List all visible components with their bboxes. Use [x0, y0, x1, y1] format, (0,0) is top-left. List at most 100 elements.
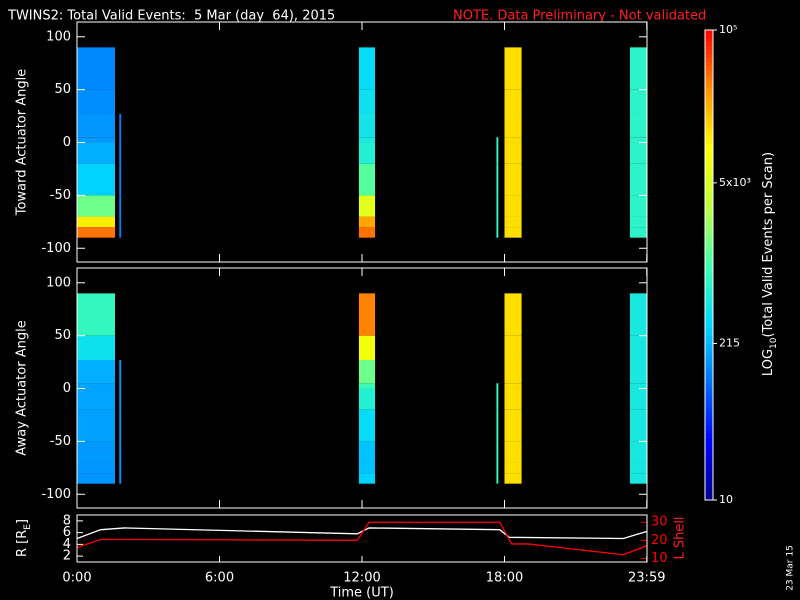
colorbar-slice — [705, 30, 713, 35]
panel-frame — [76, 21, 648, 263]
heatmap-cell — [504, 441, 522, 463]
heatmap-cell — [358, 142, 376, 164]
colorbar-slice — [705, 300, 713, 305]
heatmap-cell — [119, 137, 122, 143]
heatmap-cell — [358, 359, 376, 384]
colorbar-slice — [705, 319, 713, 325]
colorbar-slice — [705, 370, 713, 376]
colorbar-slice — [705, 147, 713, 152]
colorbar-slice — [705, 445, 713, 450]
colorbar-slice — [705, 406, 713, 411]
heatmap-cell — [629, 113, 647, 138]
y-tick-label: 6 — [63, 525, 71, 540]
colorbar-slice — [705, 312, 713, 317]
colorbar-slice — [705, 237, 713, 242]
colorbar-slice — [705, 417, 713, 423]
heatmap-cell — [358, 335, 376, 360]
heatmap-cell — [496, 441, 499, 463]
colorbar-slice — [705, 84, 713, 90]
colorbar-slice — [705, 57, 713, 62]
colorbar-slice — [705, 437, 713, 442]
heatmap-cell — [504, 409, 522, 442]
heatmap-cell — [496, 163, 499, 196]
heatmap-cell — [119, 163, 122, 196]
heatmap-cell — [77, 216, 115, 228]
colorbar-slice — [705, 394, 713, 399]
heatmap-cell — [504, 383, 522, 389]
colorbar-slice — [705, 186, 713, 192]
colorbar-slice — [705, 374, 713, 380]
colorbar-slice — [705, 402, 713, 407]
colorbar-slice — [705, 460, 713, 466]
y-tick-label: 0 — [63, 135, 71, 150]
heatmap-cell — [629, 441, 647, 463]
heatmap-cell — [629, 47, 647, 90]
heatmap-cell — [629, 142, 647, 164]
colorbar-slice — [705, 347, 713, 352]
heatmap-cell — [504, 473, 522, 484]
heatmap-cell — [77, 163, 115, 196]
colorbar-slice — [705, 61, 713, 66]
heatmap-cell — [629, 473, 647, 484]
colorbar-slice — [705, 33, 713, 39]
colorbar-slice — [705, 214, 713, 219]
heatmap-cell — [119, 195, 122, 217]
heatmap-cell — [77, 293, 115, 336]
colorbar-slice — [705, 155, 713, 160]
colorbar-slice — [705, 331, 713, 336]
y-axis-label-sub: E — [23, 524, 33, 530]
colorbar-slice — [705, 425, 713, 430]
colorbar-slice — [705, 139, 713, 145]
colorbar-slice — [705, 108, 713, 113]
line — [76, 527, 647, 540]
heatmap-cell — [629, 293, 647, 336]
colorbar-slice — [705, 88, 713, 94]
heatmap-cell — [119, 441, 122, 463]
colorbar-slice — [705, 390, 713, 395]
x-tick-label: 23:59 — [628, 571, 665, 586]
heatmap-cell — [119, 216, 122, 228]
colorbar-slice — [705, 398, 713, 403]
colorbar-slice — [705, 194, 713, 199]
heatmap-cell — [629, 462, 647, 474]
colorbar-slice — [705, 249, 713, 254]
heatmap-cell — [504, 113, 522, 138]
heatmap-cell — [77, 473, 115, 484]
heatmap-cell — [119, 388, 122, 410]
colorbar-tick-label: 10 — [719, 493, 733, 506]
colorbar-slice — [705, 171, 713, 176]
colorbar-slice — [705, 343, 713, 348]
colorbar-slice — [705, 261, 713, 266]
colorbar-slice — [705, 37, 713, 43]
colorbar-slice — [705, 355, 713, 360]
colorbar-label-main: LOG — [761, 349, 776, 376]
colorbar-label-rest: (Total Valid Events per Scan) — [761, 152, 776, 338]
x-tick-label: 0:00 — [62, 571, 91, 586]
heatmap-cell — [358, 383, 376, 389]
heatmap-cell — [358, 441, 376, 463]
heatmap-cell — [358, 473, 376, 484]
colorbar-slice — [705, 229, 713, 235]
heatmap-cell — [77, 89, 115, 114]
colorbar-slice — [705, 304, 713, 309]
colorbar-slice — [705, 429, 713, 434]
colorbar-slice — [705, 492, 713, 497]
heatmap-cell — [496, 142, 499, 164]
colorbar-slice — [705, 210, 713, 215]
heatmap-cell — [119, 227, 122, 238]
colorbar-slice — [705, 96, 713, 101]
y-tick-label: 2 — [63, 549, 71, 564]
colorbar-slice — [705, 280, 713, 286]
colorbar-slice — [705, 272, 713, 278]
colorbar-slice — [705, 323, 713, 329]
heatmap-cell — [496, 137, 499, 143]
colorbar-slice — [705, 351, 713, 356]
y-tick-label: 0 — [63, 381, 71, 396]
x-axis-label: Time (UT) — [329, 586, 394, 600]
colorbar-slice — [705, 182, 713, 188]
colorbar-slice — [705, 218, 713, 223]
colorbar-slice — [705, 151, 713, 156]
colorbar-slice — [705, 421, 713, 427]
heatmap-cell — [504, 163, 522, 196]
